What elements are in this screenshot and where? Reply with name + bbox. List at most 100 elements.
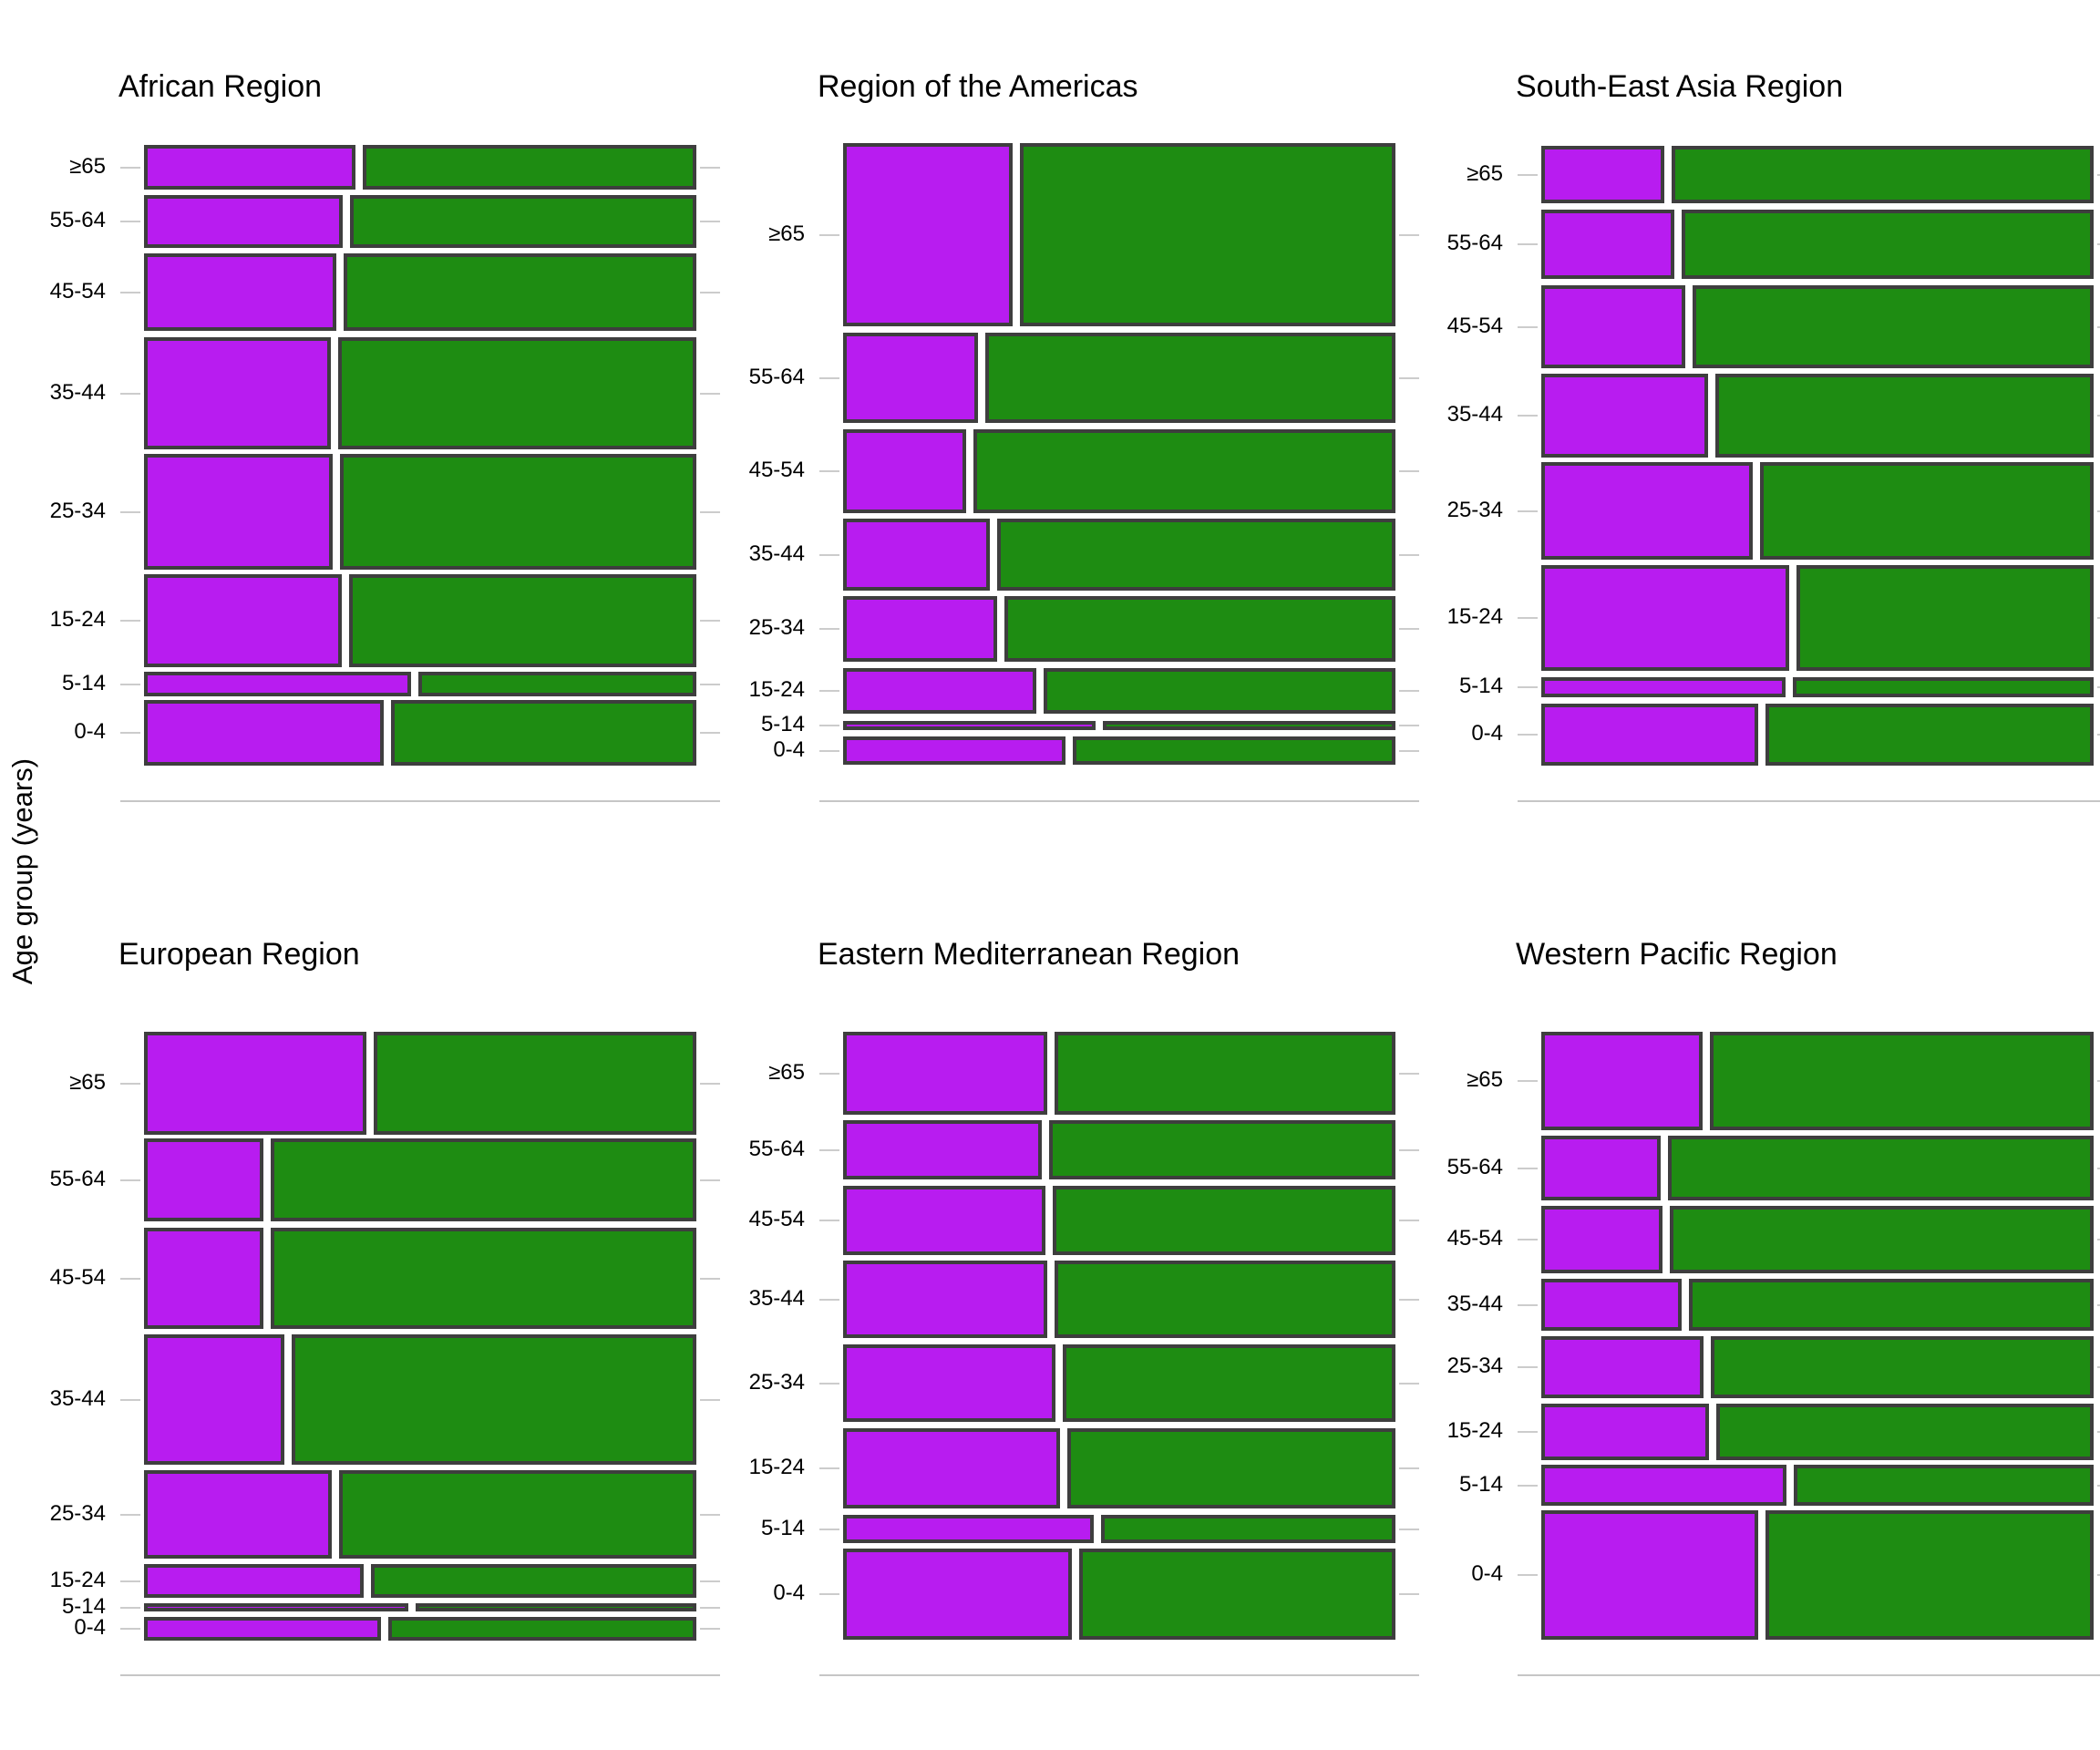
axis-tick-label: 35-44 xyxy=(748,1286,805,1311)
bar-segment-purple-0-4 xyxy=(843,736,1065,765)
bar-segment-purple-55-64 xyxy=(843,333,978,423)
bar-segment-purple-35-44 xyxy=(144,1334,284,1465)
tick-mark-right xyxy=(2097,1485,2100,1487)
tick-mark-left xyxy=(1518,1168,1538,1169)
tick-mark-right xyxy=(1399,1299,1419,1301)
axis-tick-label: 0-4 xyxy=(74,1615,106,1640)
tick-mark-left xyxy=(120,221,140,222)
bar-segment-purple-15-24 xyxy=(843,1428,1060,1508)
axis-tick-label: 5-14 xyxy=(760,1516,805,1540)
axis-baseline xyxy=(120,800,720,802)
bar-segment-green-15-24 xyxy=(1067,1428,1395,1508)
axis-tick-label: 25-34 xyxy=(1446,498,1503,522)
bar-segment-purple-25-34 xyxy=(144,1470,332,1559)
tick-mark-left xyxy=(1518,1574,1538,1576)
tick-mark-right xyxy=(2097,415,2100,417)
tick-mark-left xyxy=(120,292,140,293)
axis-tick-label: 45-54 xyxy=(49,279,106,304)
axis-tick-label: 15-24 xyxy=(49,1568,106,1592)
bar-segment-green-0-4 xyxy=(391,700,696,766)
tick-mark-right xyxy=(700,393,720,395)
tick-mark-right xyxy=(1399,234,1419,236)
axis-tick-label: 55-64 xyxy=(748,1137,805,1161)
axis-tick-label: 35-44 xyxy=(49,1386,106,1411)
axis-tick-label: 0-4 xyxy=(773,737,805,762)
tick-mark-right xyxy=(700,1399,720,1401)
panel-title: South-East Asia Region xyxy=(1516,69,1844,104)
tick-mark-right xyxy=(2097,243,2100,245)
bar-segment-green-5-14 xyxy=(416,1603,696,1611)
bar-segment-purple-15-24 xyxy=(144,574,342,667)
tick-mark-left xyxy=(120,684,140,685)
tick-mark-left xyxy=(819,1467,839,1469)
axis-tick-label: 5-14 xyxy=(61,1594,106,1619)
tick-mark-left xyxy=(120,1607,140,1609)
tick-mark-right xyxy=(1399,1467,1419,1469)
tick-mark-right xyxy=(1399,470,1419,472)
bar-segment-purple-0-4 xyxy=(843,1549,1072,1640)
tick-mark-left xyxy=(819,1073,839,1075)
tick-mark-left xyxy=(120,1083,140,1085)
bar-segment-purple-45-54 xyxy=(1541,285,1685,368)
bar-segment-purple-15-24 xyxy=(144,1564,364,1598)
tick-mark-left xyxy=(819,1220,839,1221)
bar-segment-purple-5-14 xyxy=(1541,677,1786,697)
tick-mark-left xyxy=(1518,1366,1538,1368)
bar-segment-purple-45-54 xyxy=(843,429,966,513)
axis-tick-label: 55-64 xyxy=(1446,231,1503,255)
tick-mark-right xyxy=(2097,617,2100,619)
tick-mark-left xyxy=(819,1299,839,1301)
tick-mark-right xyxy=(700,620,720,622)
bar-segment-green-55-64 xyxy=(271,1138,696,1221)
bar-segment-purple-15-24 xyxy=(1541,565,1789,671)
axis-tick-label: 0-4 xyxy=(1471,721,1503,746)
bar-segment-green-≥65 xyxy=(1672,146,2094,203)
bar-segment-purple-45-54 xyxy=(1541,1206,1662,1273)
axis-tick-label: 55-64 xyxy=(748,365,805,389)
tick-mark-left xyxy=(819,690,839,692)
bar-segment-purple-5-14 xyxy=(843,721,1096,730)
tick-mark-left xyxy=(819,234,839,236)
tick-mark-right xyxy=(700,732,720,734)
tick-mark-left xyxy=(120,1514,140,1516)
tick-mark-left xyxy=(819,470,839,472)
axis-tick-label: 35-44 xyxy=(748,541,805,566)
axis-tick-label: 55-64 xyxy=(1446,1155,1503,1179)
tick-mark-right xyxy=(1399,1149,1419,1151)
tick-mark-right xyxy=(700,1580,720,1582)
bar-segment-green-35-44 xyxy=(1715,374,2094,458)
tick-mark-left xyxy=(120,620,140,622)
tick-mark-right xyxy=(1399,628,1419,630)
bar-segment-green-35-44 xyxy=(1689,1279,2094,1331)
tick-mark-left xyxy=(120,1628,140,1630)
tick-mark-right xyxy=(1399,1593,1419,1595)
axis-tick-label: 15-24 xyxy=(1446,1418,1503,1443)
axis-tick-label: 25-34 xyxy=(1446,1354,1503,1378)
tick-mark-left xyxy=(1518,326,1538,328)
bar-segment-purple-5-14 xyxy=(144,672,411,696)
bar-segment-green-5-14 xyxy=(1793,677,2094,697)
tick-mark-left xyxy=(1518,1431,1538,1433)
axis-tick-label: 5-14 xyxy=(1458,1472,1503,1497)
bar-segment-green-0-4 xyxy=(1073,736,1395,765)
bar-segment-purple-55-64 xyxy=(144,1138,263,1221)
tick-mark-left xyxy=(120,393,140,395)
bar-segment-green-15-24 xyxy=(349,574,696,667)
tick-mark-left xyxy=(1518,415,1538,417)
axis-tick-label: 35-44 xyxy=(1446,1292,1503,1316)
tick-mark-right xyxy=(2097,1239,2100,1240)
axis-tick-label: ≥65 xyxy=(768,1060,805,1085)
bar-segment-green-45-54 xyxy=(1053,1186,1395,1255)
tick-mark-right xyxy=(1399,554,1419,556)
bar-segment-green-25-34 xyxy=(339,1470,696,1559)
axis-tick-label: 45-54 xyxy=(1446,314,1503,338)
tick-mark-left xyxy=(819,1383,839,1385)
panel-title: Region of the Americas xyxy=(818,69,1138,104)
tick-mark-left xyxy=(1518,1304,1538,1306)
bar-segment-purple-0-4 xyxy=(144,1617,381,1641)
bar-segment-green-≥65 xyxy=(374,1032,696,1135)
tick-mark-right xyxy=(1399,1220,1419,1221)
panel-title: European Region xyxy=(118,937,360,972)
tick-mark-left xyxy=(120,511,140,513)
axis-tick-label: 0-4 xyxy=(773,1580,805,1605)
